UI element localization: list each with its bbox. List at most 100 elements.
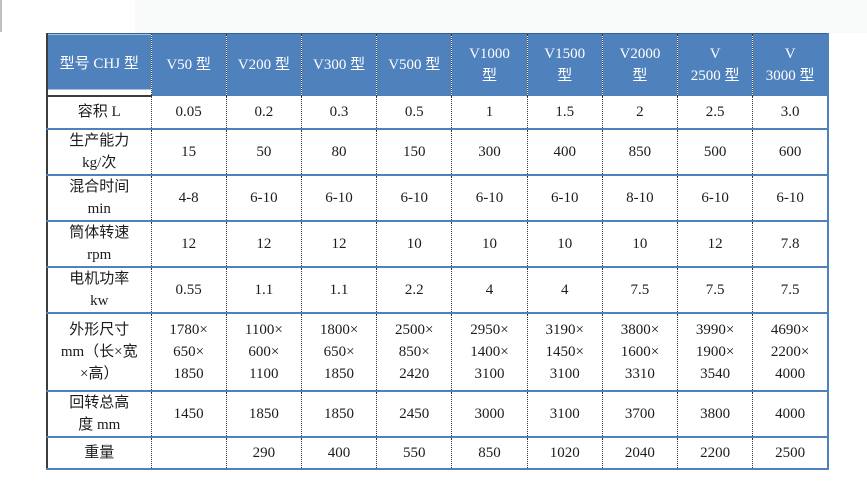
- cell: 1.1: [226, 266, 302, 314]
- cell: 1.1: [301, 266, 378, 314]
- cell: 1100× 600× 1100: [226, 312, 302, 392]
- cell: 3.0: [752, 95, 828, 130]
- cell: 7.5: [677, 266, 754, 314]
- cell: 300: [451, 128, 528, 176]
- cell: 4: [451, 266, 528, 314]
- row-label: 重量: [47, 436, 152, 469]
- cell: 6-10: [527, 174, 603, 222]
- cell: 1780× 650× 1850: [151, 312, 227, 392]
- column-header: V300 型: [301, 33, 378, 96]
- cell: 3100: [527, 390, 603, 438]
- table-row: 筒体转速 rpm 12 12 12 10 10 10 10 12 7.8: [47, 220, 828, 268]
- cell: 6-10: [451, 174, 528, 222]
- cell: 2500× 850× 2420: [376, 312, 453, 392]
- cell: 10: [602, 220, 679, 268]
- table-row: 外形尺寸 mm（长×宽 ×高） 1780× 650× 1850 1100× 600×…: [47, 312, 828, 392]
- cell: 7.5: [752, 266, 828, 314]
- cell: 1800× 650× 1850: [301, 312, 378, 392]
- cell: 3190× 1450× 3100: [527, 312, 603, 392]
- cell: 10: [376, 220, 453, 268]
- cell: 80: [301, 128, 378, 176]
- cell: 850: [451, 436, 528, 469]
- page-left-edge-line: [0, 0, 2, 32]
- cell: 12: [301, 220, 378, 268]
- table-row: 电机功率 kw 0.55 1.1 1.1 2.2 4 4 7.5 7.5 7.5: [47, 266, 828, 314]
- cell: 1850: [301, 390, 378, 438]
- column-header: V500 型: [376, 33, 453, 96]
- page-top-strip: [135, 0, 867, 33]
- table-header: 型号 CHJ 型 V50 型 V200 型 V300 型 V500 型 V1000 型 V1…: [47, 33, 828, 97]
- cell: 6-10: [677, 174, 754, 222]
- cell: 0.55: [151, 266, 227, 314]
- cell: 8-10: [602, 174, 679, 222]
- column-header: V 3000 型: [752, 33, 828, 96]
- cell: 7.8: [752, 220, 828, 268]
- cell: [151, 436, 227, 469]
- cell: 290: [226, 436, 302, 469]
- cell: 3800: [677, 390, 754, 438]
- cell: 10: [527, 220, 603, 268]
- cell: 2450: [376, 390, 453, 438]
- row-label: 回转总高 度 mm: [47, 390, 152, 438]
- cell: 400: [301, 436, 378, 469]
- row-label: 筒体转速 rpm: [47, 220, 152, 268]
- cell: 4: [527, 266, 603, 314]
- row-label: 生产能力 kg/次: [47, 128, 152, 176]
- cell: 3990× 1900× 3540: [677, 312, 754, 392]
- column-header: V50 型: [151, 33, 227, 96]
- cell: 0.2: [226, 95, 302, 130]
- cell: 150: [376, 128, 453, 176]
- cell: 10: [451, 220, 528, 268]
- column-header: V1000 型: [451, 33, 528, 96]
- cell: 3800× 1600× 3310: [602, 312, 679, 392]
- cell: 50: [226, 128, 302, 176]
- column-header: V1500 型: [527, 33, 603, 96]
- row-label: 外形尺寸 mm（长×宽 ×高）: [47, 312, 152, 392]
- cell: 7.5: [602, 266, 679, 314]
- cell: 6-10: [301, 174, 378, 222]
- cell: 3700: [602, 390, 679, 438]
- corner-header: 型号 CHJ 型: [47, 33, 152, 97]
- cell: 2.5: [677, 95, 754, 130]
- column-header: V 2500 型: [677, 33, 754, 96]
- row-label: 容积 L: [47, 95, 152, 130]
- cell: 6-10: [226, 174, 302, 222]
- table-row: 生产能力 kg/次 15 50 80 150 300 400 850 500 600: [47, 128, 828, 176]
- cell: 4-8: [151, 174, 227, 222]
- row-label: 电机功率 kw: [47, 266, 152, 314]
- cell: 15: [151, 128, 227, 176]
- table-row: 容积 L 0.05 0.2 0.3 0.5 1 1.5 2 2.5 3.0: [47, 95, 828, 130]
- cell: 4000: [752, 390, 828, 438]
- cell: 1850: [226, 390, 302, 438]
- cell: 1450: [151, 390, 227, 438]
- cell: 500: [677, 128, 754, 176]
- cell: 2950× 1400× 3100: [451, 312, 528, 392]
- cell: 1.5: [527, 95, 603, 130]
- cell: 12: [151, 220, 227, 268]
- cell: 6-10: [376, 174, 453, 222]
- cell: 550: [376, 436, 453, 469]
- table-body: 容积 L 0.05 0.2 0.3 0.5 1 1.5 2 2.5 3.0 生产能力 kg/次 15 5…: [47, 95, 828, 469]
- cell: 600: [752, 128, 828, 176]
- cell: 4690× 2200× 4000: [752, 312, 828, 392]
- cell: 12: [226, 220, 302, 268]
- cell: 0.05: [151, 95, 227, 130]
- cell: 2.2: [376, 266, 453, 314]
- cell: 2040: [602, 436, 679, 469]
- column-header: V2000 型: [602, 33, 679, 96]
- header-row: 型号 CHJ 型 V50 型 V200 型 V300 型 V500 型 V1000 型 V1…: [47, 33, 828, 97]
- table-row: 回转总高 度 mm 1450 1850 1850 2450 3000 3100 3700 380…: [47, 390, 828, 438]
- spec-table: 型号 CHJ 型 V50 型 V200 型 V300 型 V500 型 V1000 型 V1…: [46, 33, 829, 470]
- table-row: 混合时间 min 4-8 6-10 6-10 6-10 6-10 6-10 8-10 6-10 6…: [47, 174, 828, 222]
- cell: 2200: [677, 436, 754, 469]
- cell: 850: [602, 128, 679, 176]
- cell: 3000: [451, 390, 528, 438]
- row-label: 混合时间 min: [47, 174, 152, 222]
- cell: 2: [602, 95, 679, 130]
- cell: 2500: [752, 436, 828, 469]
- cell: 0.3: [301, 95, 378, 130]
- cell: 12: [677, 220, 754, 268]
- cell: 400: [527, 128, 603, 176]
- cell: 6-10: [752, 174, 828, 222]
- column-header: V200 型: [226, 33, 302, 96]
